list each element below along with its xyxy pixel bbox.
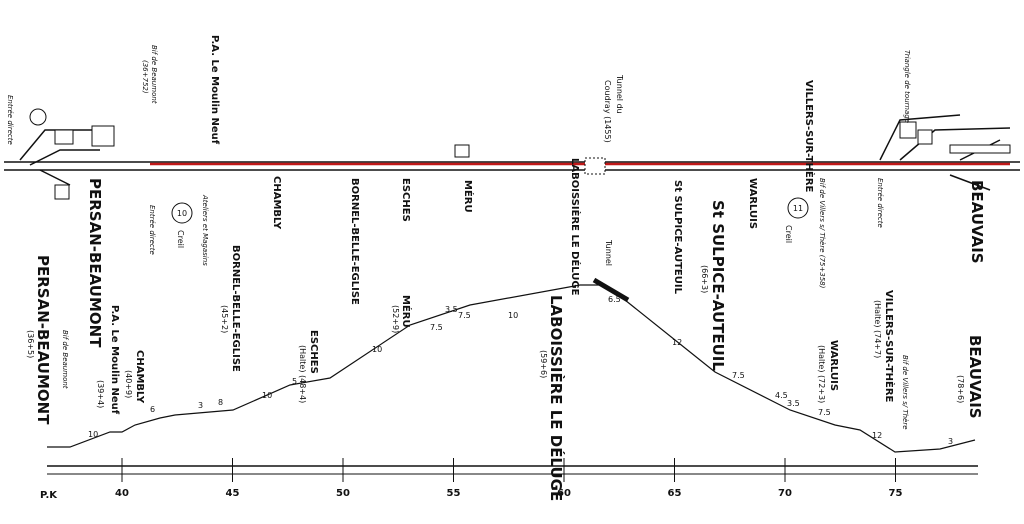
profile-label: (66+3) <box>700 265 709 293</box>
profile-label: Tunnel <box>604 239 613 266</box>
schematic-label: BORNEL-BELLE-EGLISE <box>349 178 360 305</box>
line-number: 10 <box>177 209 187 218</box>
schematic-label: Bif de Villers s/ Thère (75+358) <box>818 178 826 289</box>
gradient-profile <box>47 284 976 453</box>
profile-label: (40+9) <box>124 370 133 398</box>
profile-label: (Halte) (72+3) <box>817 345 826 403</box>
gradient-label: 6 <box>150 405 155 414</box>
schematic-label: LABOISSIÈRE LE DÉLUGE <box>569 158 582 296</box>
tick-label: 50 <box>336 488 350 499</box>
goods-shed <box>917 129 933 145</box>
line-number-circle <box>787 197 809 219</box>
schematic-label: WARLUIS <box>747 178 758 229</box>
schematic-label: VILLERS-SUR-THÈRE <box>803 80 816 193</box>
tick-label: 65 <box>668 488 682 499</box>
schematic-label: PERSAN-BEAUMONT <box>86 178 104 348</box>
gradient-label: 7.5 <box>732 371 745 380</box>
gradient-label: 5 <box>292 377 297 386</box>
profile-label: BEAUVAIS <box>966 335 984 419</box>
schematic-label: Creil <box>784 225 793 243</box>
goods-shed <box>54 184 70 200</box>
schematic-label: Entrée directe <box>148 205 156 255</box>
profile-label: ESCHES <box>308 330 319 374</box>
tunnel-bar <box>592 277 630 303</box>
gradient-label: 7.5 <box>458 311 471 320</box>
tick-label: 60 <box>557 488 571 499</box>
gradient-label: 7.5 <box>430 323 443 332</box>
axis-label: P.K <box>40 490 58 501</box>
schematic-label: Ateliers et Magasins <box>201 194 209 266</box>
gradient-label: 4.5 <box>775 391 788 400</box>
sidings <box>19 114 1011 191</box>
schematic-label: Entrée directe <box>6 95 14 145</box>
profile-label: Bif de Villers s/ Thère <box>901 355 909 430</box>
depot <box>91 125 115 147</box>
profile-label: LABOISSIÈRE LE DÉLUGE <box>547 295 566 501</box>
profile-label: (45+2) <box>220 305 229 333</box>
tick-label: 55 <box>447 488 461 499</box>
profile-label: WARLUIS <box>828 340 839 391</box>
gradient-label: 7.5 <box>818 408 831 417</box>
schematic-label: Entrée directe <box>876 178 884 228</box>
gradient-label: 10 <box>372 345 382 354</box>
profile <box>47 277 978 475</box>
tick-label: 70 <box>778 488 792 499</box>
gradient-label: 3.5 <box>787 399 800 408</box>
gradient-label: 8 <box>218 398 223 407</box>
profile-label: (Halte) (48+4) <box>298 345 307 403</box>
schematic-label: Bif de Beaumont <box>150 45 158 104</box>
turntable <box>29 108 47 126</box>
tunnel <box>584 157 606 175</box>
gradient-label: 12 <box>872 431 882 440</box>
profile-label: (52+9) <box>391 305 400 333</box>
schematic-label: MÉRU <box>462 180 475 213</box>
profile-label: St SULPICE-AUTEUIL <box>709 200 727 371</box>
profile-label: MÉRU <box>400 295 413 328</box>
gradient-label: 3.5 <box>445 305 458 314</box>
profile-label: (59+6) <box>539 350 548 378</box>
schematic-label: Coudray (1455) <box>603 80 612 143</box>
tick-label: 45 <box>226 488 240 499</box>
profile-label: VILLERS-SUR-THÈRE <box>883 290 896 403</box>
schematic-label: St SULPICE-AUTEUIL <box>672 180 683 295</box>
schematic-label: Triangle de tournage <box>903 50 911 123</box>
profile-label: (36+5) <box>26 330 35 358</box>
tick-label: 75 <box>889 488 903 499</box>
gradient-label: 3 <box>198 401 203 410</box>
goods-shed <box>454 144 470 158</box>
schematic-label: BEAUVAIS <box>968 180 986 264</box>
profile-label: Bif de Beaumont <box>61 330 69 389</box>
profile-label: P.A. Le Moulin Neuf <box>109 305 120 415</box>
profile-label: (Halte) (74+7) <box>873 300 882 358</box>
schematic-label: Creil <box>176 230 185 248</box>
gradient-label: 10 <box>508 311 518 320</box>
schematic-label: Tunnel du <box>615 74 624 114</box>
profile-label: (78+6) <box>956 375 965 403</box>
profile-label: CHAMBLY <box>134 350 145 404</box>
station-building <box>949 144 1011 154</box>
profile-label: BORNEL-BELLE-EGLISE <box>230 245 241 372</box>
schematic-label: (36+752) <box>141 60 149 94</box>
gradient-label: 3 <box>948 437 953 446</box>
gradient-label: 6.5 <box>608 295 621 304</box>
track-schematic <box>4 108 1020 224</box>
schematic-label: CHAMBLY <box>271 176 282 230</box>
depot <box>899 121 917 139</box>
schematic-label: P.A. Le Moulin Neuf <box>209 35 220 145</box>
schematic-label: ESCHES <box>400 178 411 222</box>
profile-label: PERSAN-BEAUMONT <box>34 255 52 425</box>
goods-shed <box>54 129 74 145</box>
gradient-label: 10 <box>262 391 272 400</box>
gradient-label: 10 <box>88 430 98 439</box>
line-number-circle <box>171 202 193 224</box>
profile-label: (39+4) <box>96 380 105 408</box>
gradient-label: 12 <box>672 338 682 347</box>
line-number: 11 <box>793 204 803 213</box>
tick-label: 40 <box>115 488 129 499</box>
